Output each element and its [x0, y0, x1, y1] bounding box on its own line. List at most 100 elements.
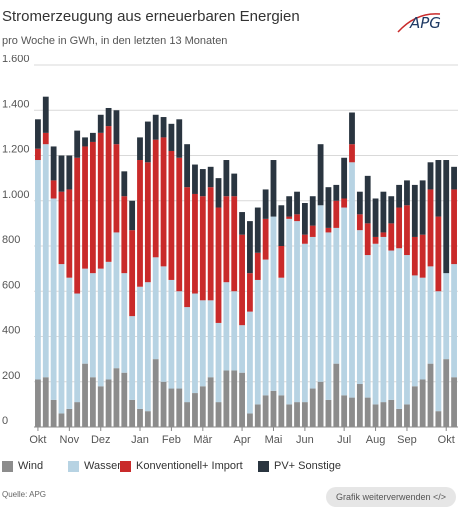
reuse-graphic-button[interactable]: Grafik weiterverwenden </>	[326, 487, 456, 507]
bar-segment-pv-sonstige	[121, 171, 128, 197]
bar-segment-pv-sonstige	[97, 114, 104, 133]
bar-segment-wasser	[294, 221, 300, 403]
bar-segment-wasser	[113, 232, 120, 369]
bar-segment-wasser	[74, 293, 81, 403]
bar-segment-wind	[333, 363, 340, 427]
bar-segment-pv-sonstige	[356, 191, 363, 215]
bar-segment-wasser	[184, 307, 191, 403]
bar-segment-wasser	[278, 277, 285, 396]
legend-label-pv: PV+ Sonstige	[274, 460, 341, 472]
bar-segment-pv-sonstige	[325, 187, 332, 228]
bar-segment-wasser	[247, 311, 253, 414]
bar-segment-pv-sonstige	[160, 117, 167, 138]
bar-segment-wind	[254, 404, 261, 428]
bar-segment-konventionell-import	[231, 196, 238, 292]
bar-segment-wasser	[42, 144, 49, 378]
bar-segment-konventionell-import	[199, 196, 206, 301]
x-tick-label: Dez	[91, 434, 111, 446]
bar-segment-wind	[223, 370, 230, 427]
x-tick-label: Sep	[397, 434, 417, 446]
bar-segment-wind	[137, 408, 143, 427]
logo-text: APG	[409, 14, 441, 32]
bar-segment-konventionell-import	[309, 225, 316, 237]
bar-segment-pv-sonstige	[380, 191, 387, 233]
bar-segment-wind	[58, 413, 65, 427]
bar-segment-pv-sonstige	[349, 112, 355, 145]
y-axis-ticks: 0 200 400 600 800 1.000 1.200 1.400 1.600	[2, 55, 30, 427]
bar-segment-wasser	[121, 273, 128, 373]
bar-segment-pv-sonstige	[113, 110, 120, 145]
bar-segment-wasser	[427, 266, 434, 364]
bar-segment-wind	[35, 379, 41, 427]
bar-segment-wasser	[372, 243, 379, 405]
bar-segment-wasser	[144, 282, 151, 412]
apg-logo: APG	[397, 13, 441, 33]
bar-segment-konventionell-import	[144, 162, 151, 283]
bar-segment-wasser	[58, 264, 65, 414]
bar-segment-konventionell-import	[388, 223, 395, 251]
bar-segment-pv-sonstige	[427, 162, 434, 190]
bar-segment-pv-sonstige	[231, 173, 238, 197]
bar-segment-wind	[356, 384, 363, 427]
bar-segment-wasser	[137, 286, 143, 409]
bar-segment-wind	[247, 413, 253, 427]
bar-segment-konventionell-import	[364, 223, 371, 256]
bar-segment-pv-sonstige	[404, 180, 410, 206]
legend-swatch-wind	[2, 460, 13, 472]
bar-segment-pv-sonstige	[262, 189, 269, 219]
bar-segment-konventionell-import	[42, 132, 49, 145]
bar-segment-wind	[317, 381, 324, 427]
bar-segment-pv-sonstige	[105, 107, 112, 127]
bar-segment-wind	[42, 377, 49, 427]
bar-segment-wind	[372, 404, 379, 428]
bar-segment-wasser	[443, 273, 450, 360]
bar-segment-pv-sonstige	[341, 157, 348, 199]
x-tick-label: Mär	[193, 434, 212, 446]
bar-segment-wind	[215, 402, 222, 427]
bar-segment-pv-sonstige	[388, 196, 395, 224]
bar-segment-konventionell-import	[325, 227, 332, 233]
bar-segment-wind	[192, 393, 198, 427]
bar-segment-konventionell-import	[262, 218, 269, 260]
bar-segment-konventionell-import	[168, 150, 175, 280]
bar-segment-konventionell-import	[192, 193, 198, 294]
bar-segment-wasser	[435, 291, 442, 412]
bar-segment-wind	[152, 359, 159, 428]
bar-segment-wasser	[356, 230, 363, 385]
bar-segment-konventionell-import	[129, 230, 136, 317]
bar-segment-wind	[286, 404, 293, 428]
x-tick-label: Mai	[265, 434, 283, 446]
bar-segment-wasser	[160, 266, 167, 382]
bar-segment-wasser	[176, 291, 183, 389]
bar-segment-pv-sonstige	[176, 119, 183, 158]
bar-segment-pv-sonstige	[137, 137, 143, 161]
bar-segment-wasser	[341, 207, 348, 396]
bar-segment-pv-sonstige	[74, 130, 81, 158]
bar-segment-pv-sonstige	[199, 169, 206, 197]
bar-segment-wind	[121, 372, 128, 427]
bar-segment-pv-sonstige	[66, 155, 73, 190]
bar-segment-pv-sonstige	[301, 203, 308, 235]
bar-segment-konventionell-import	[97, 132, 104, 269]
bar-segment-konventionell-import	[82, 146, 88, 269]
bar-segment-pv-sonstige	[215, 178, 222, 208]
bar-segment-wind	[396, 408, 403, 427]
bar-segment-konventionell-import	[254, 252, 261, 280]
legend-swatch-wasser	[68, 460, 79, 472]
bar-segment-pv-sonstige	[50, 146, 57, 181]
bar-segment-wind	[168, 388, 175, 427]
bar-segment-pv-sonstige	[309, 196, 316, 226]
bar-segment-konventionell-import	[427, 189, 434, 267]
bar-segment-wind	[231, 370, 238, 427]
x-tick-label: Feb	[162, 434, 181, 446]
bar-segment-wind	[301, 402, 308, 427]
bar-segment-wind	[419, 379, 426, 427]
bar-segment-pv-sonstige	[58, 155, 65, 192]
legend-item-konventionell: Konventionell+ Import	[120, 460, 243, 472]
bar-segment-wind	[380, 402, 387, 427]
bar-segment-pv-sonstige	[278, 205, 285, 246]
bar-segment-pv-sonstige	[396, 184, 403, 208]
bar-segment-konventionell-import	[137, 160, 143, 287]
bar-segment-pv-sonstige	[35, 119, 41, 149]
bar-segment-wind	[160, 381, 167, 427]
